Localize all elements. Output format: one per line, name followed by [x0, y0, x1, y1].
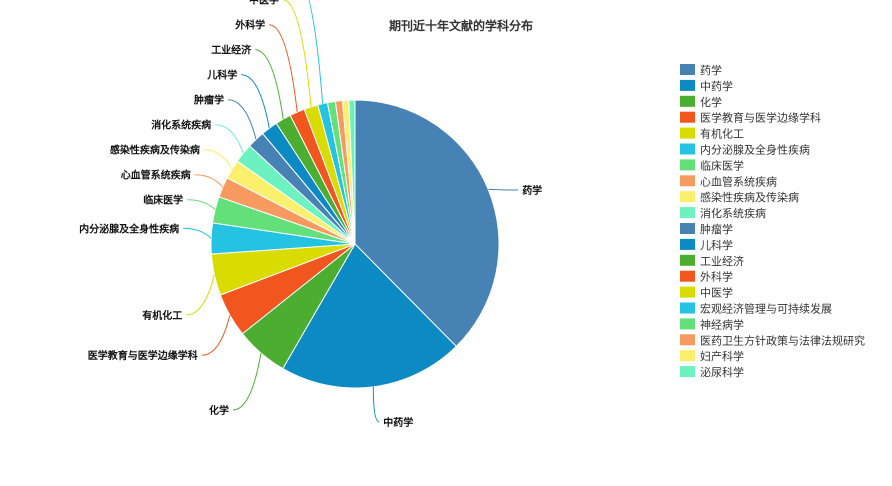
legend-label[interactable]: 化学: [700, 95, 722, 109]
slice-label: 化学: [209, 404, 229, 417]
legend-label[interactable]: 神经病学: [700, 317, 744, 331]
legend-label[interactable]: 药学: [700, 63, 722, 77]
slice-label: 工业经济: [211, 44, 252, 57]
pie-slice[interactable]: [354, 99, 500, 348]
leader-line: [183, 227, 212, 239]
legend-label[interactable]: 妇产科学: [700, 349, 744, 363]
leader-line: [194, 174, 224, 188]
pie-slice[interactable]: [282, 243, 457, 389]
slice-label: 临床医学: [143, 194, 183, 207]
legend-swatch: [680, 223, 695, 234]
legend-swatch: [680, 350, 695, 362]
legend-label[interactable]: 临床医学: [700, 158, 744, 172]
legend-label[interactable]: 宏观经济管理与可持续发展: [700, 302, 832, 316]
legend-label[interactable]: 工业经济: [700, 254, 744, 268]
slice-label: 内分泌腺及全身性疾病: [79, 222, 179, 235]
legend-label[interactable]: 有机化工: [700, 127, 744, 141]
slice-label: 外科学: [234, 19, 265, 32]
legend-label[interactable]: 消化系统疾病: [700, 206, 766, 220]
slice-label: 心血管系统疾病: [121, 169, 191, 182]
slice-label: 中药学: [383, 416, 413, 429]
legend-swatch: [680, 143, 695, 155]
legend-label[interactable]: 中药学: [700, 79, 733, 93]
slice-label: 医学教育与医学边缘学科: [88, 349, 198, 362]
pie-slices: [210, 99, 500, 389]
leader-line: [372, 386, 380, 423]
leader-line: [227, 99, 257, 140]
leader-line: [308, 0, 324, 104]
legend-label[interactable]: 心血管系统疾病: [700, 174, 777, 188]
leader-line: [187, 199, 216, 211]
legend-swatch: [680, 366, 695, 378]
legend-swatch: [680, 111, 695, 123]
legend-swatch: [680, 159, 695, 171]
slice-label: 有机化工: [142, 309, 182, 322]
legend-label[interactable]: 泌尿科学: [700, 365, 744, 379]
legend-swatch: [680, 207, 695, 219]
slice-label: 肿瘤学: [194, 94, 224, 107]
slice-label: 儿科学: [206, 69, 237, 82]
legend-label[interactable]: 外科学: [700, 270, 733, 284]
legend-label[interactable]: 医学教育与医学边缘学科: [700, 111, 821, 125]
leader-line: [203, 149, 233, 170]
legend-swatch: [680, 64, 695, 75]
leader-line: [282, 0, 312, 107]
legend-label[interactable]: 感染性疾病及传染病: [700, 190, 799, 204]
legend-swatch: [680, 254, 695, 266]
legend-label[interactable]: 内分泌腺及全身性疾病: [700, 143, 810, 157]
leader-line: [186, 274, 215, 316]
leader-line: [232, 353, 262, 411]
slice-label: 感染性疾病及传染病: [110, 144, 200, 157]
chart-title: 期刊近十年文献的学科分布: [389, 18, 533, 33]
legend-label[interactable]: 医药卫生方针政策与法律法规研究: [700, 333, 865, 347]
leader-line: [201, 315, 231, 356]
legend-label[interactable]: 中医学: [700, 286, 733, 300]
legend-swatch: [680, 238, 695, 250]
legend: 药学中药学化学医学教育与医学边缘学科有机化工内分泌腺及全身性疾病临床医学心血管系…: [680, 63, 865, 379]
leader-line: [488, 188, 519, 191]
legend-swatch: [680, 302, 695, 314]
legend-swatch: [680, 286, 695, 298]
legend-swatch: [680, 79, 695, 91]
legend-swatch: [680, 270, 695, 282]
legend-swatch: [680, 95, 695, 107]
legend-swatch: [680, 318, 695, 330]
slice-label: 中医学: [249, 0, 279, 7]
leader-line: [269, 24, 298, 113]
leader-line: [241, 74, 270, 129]
leader-line: [255, 49, 284, 120]
legend-swatch: [680, 175, 695, 187]
slice-label: 药学: [522, 184, 542, 197]
legend-label[interactable]: 儿科学: [700, 238, 733, 252]
leader-line: [215, 124, 244, 154]
leader-lines: [183, 0, 519, 423]
legend-swatch: [680, 127, 695, 139]
legend-swatch: [680, 191, 695, 203]
slice-label: 消化系统疾病: [151, 119, 211, 132]
legend-label[interactable]: 肿瘤学: [700, 222, 733, 236]
pie-slice[interactable]: [348, 99, 356, 245]
legend-swatch: [680, 334, 695, 346]
